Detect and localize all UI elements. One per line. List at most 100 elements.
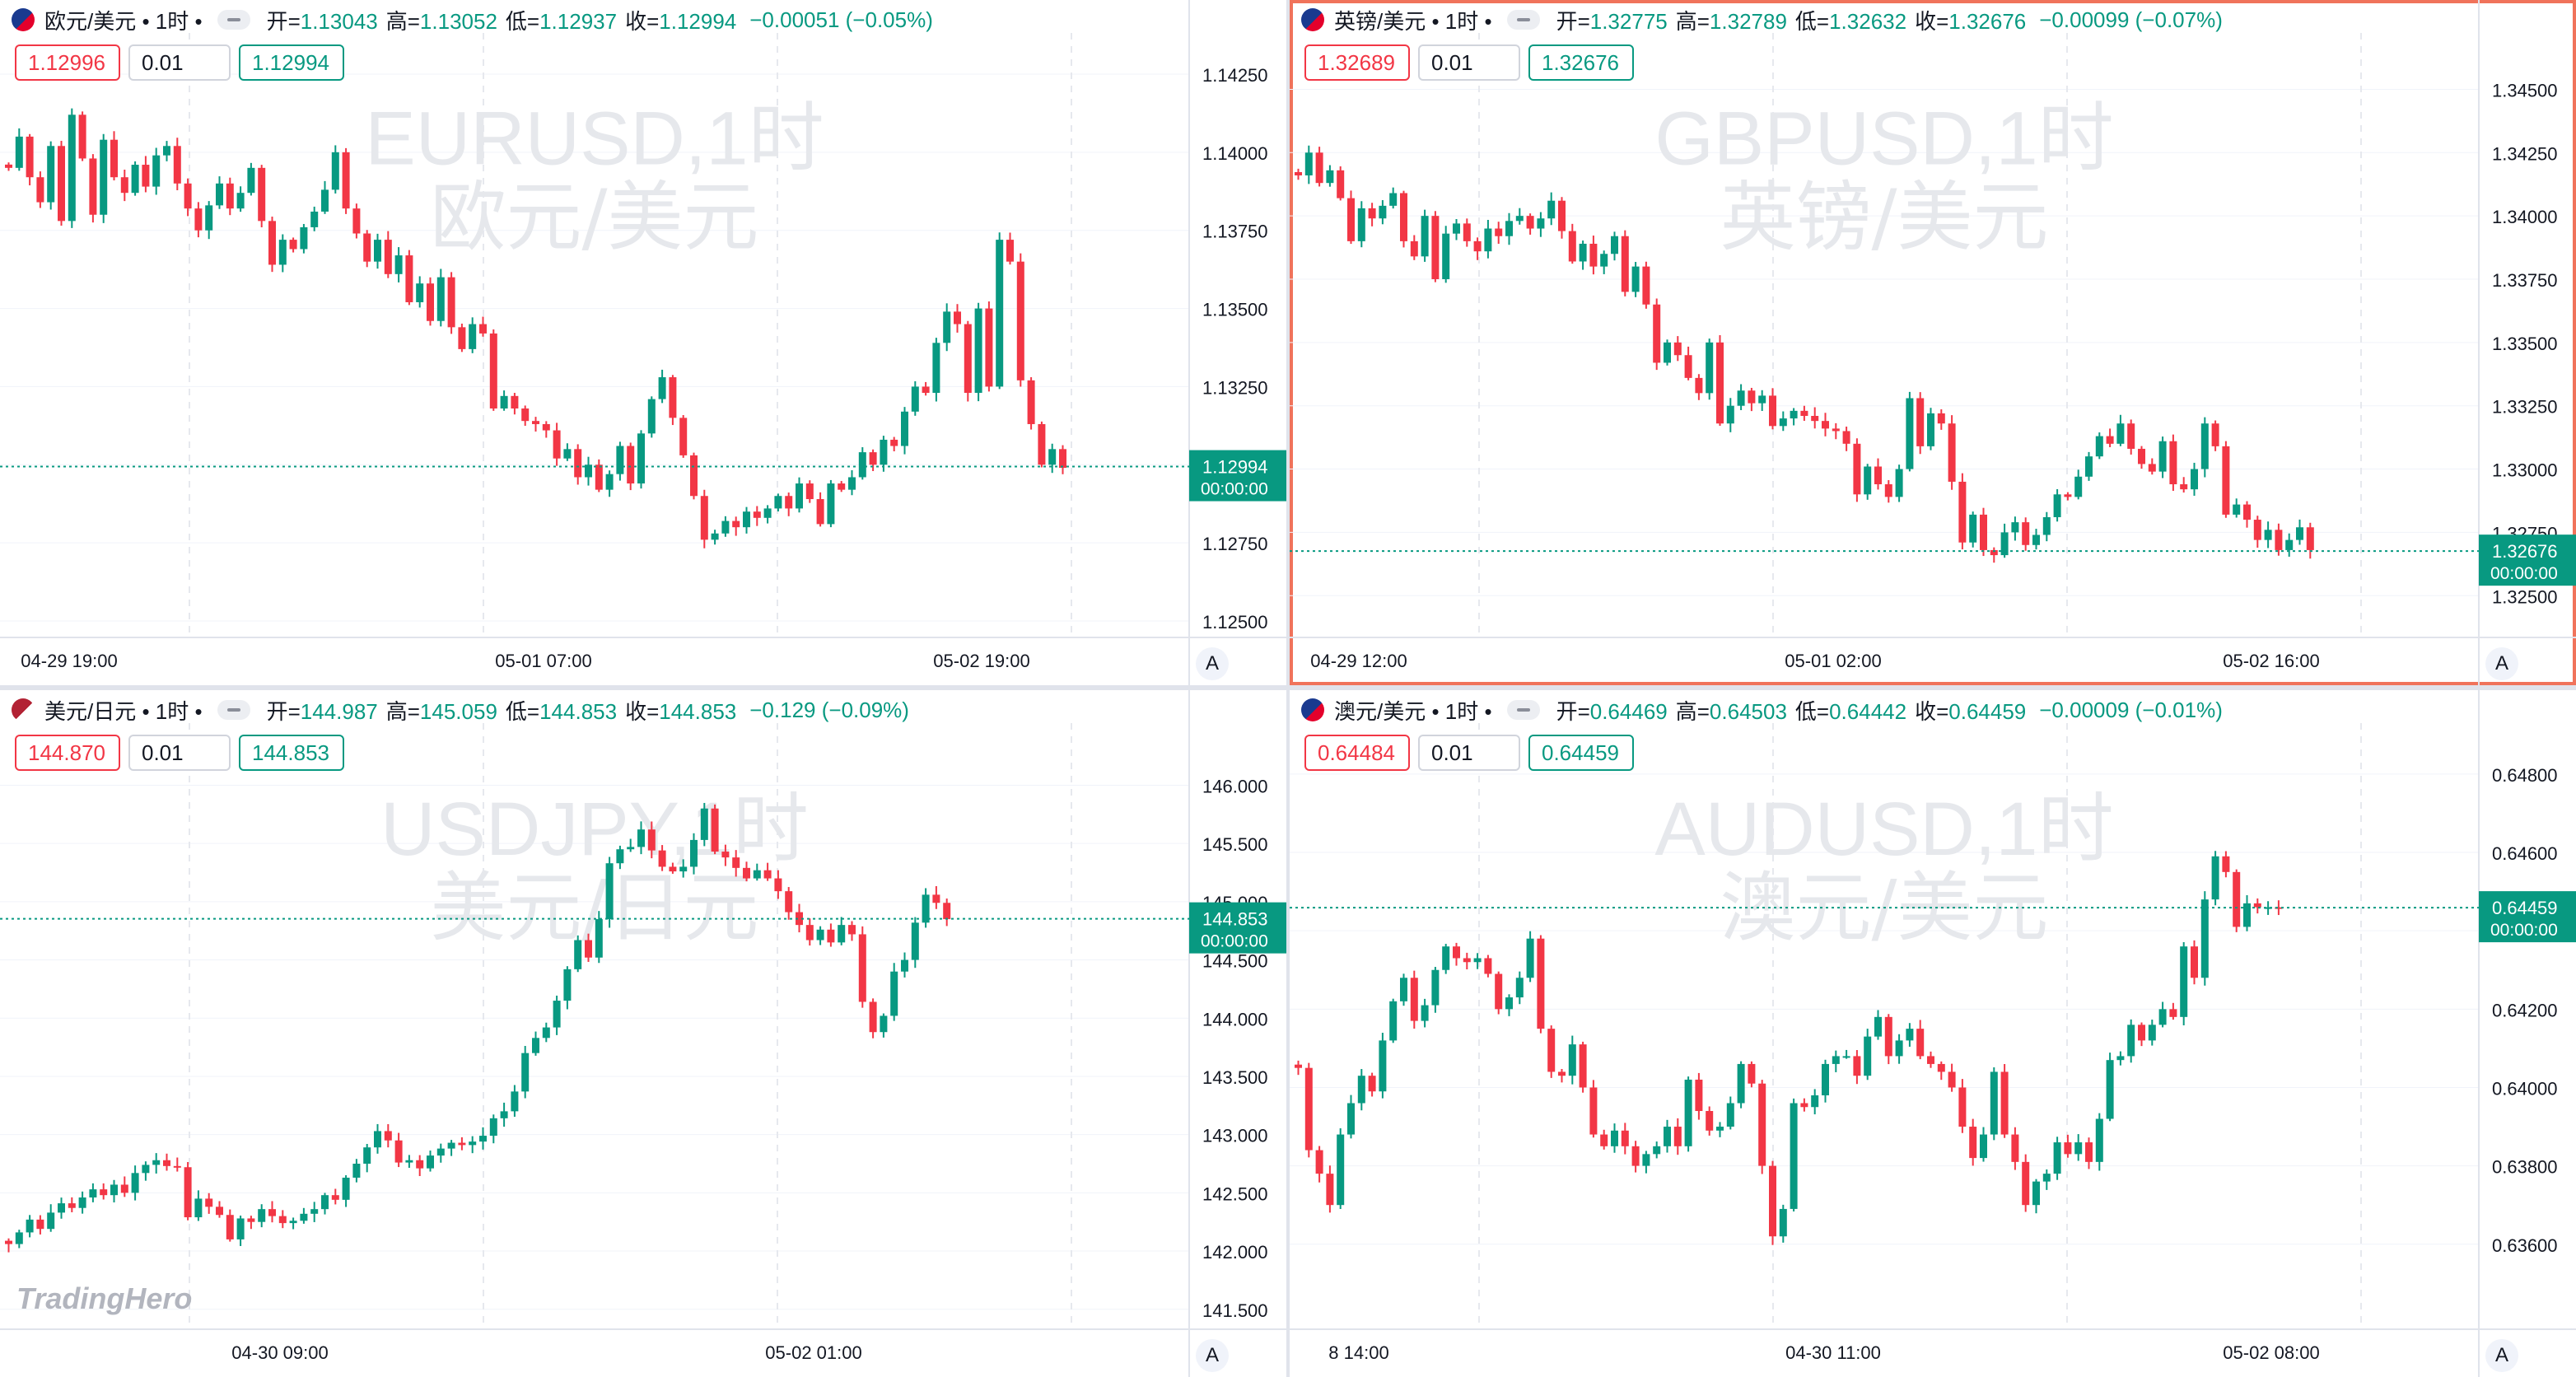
high-value: 高=1.13052 — [385, 8, 497, 34]
chart-panel-eurusd[interactable]: EURUSD,1时 欧元/美元 1.14250 1.14000 1.13750 1.135… — [0, 0, 1286, 685]
candle — [816, 926, 824, 945]
y-tick-label: 1.12500 — [1202, 612, 1268, 632]
symbol-label[interactable]: 澳元/美元 • 1时 • — [1334, 698, 1492, 724]
x-tick-label: 04-29 19:00 — [21, 651, 117, 671]
candle — [658, 369, 666, 404]
lot-size-input[interactable]: 0.01 — [1418, 735, 1520, 771]
candle — [5, 1238, 12, 1253]
candle — [1779, 1204, 1787, 1243]
candle — [236, 186, 245, 212]
candle — [911, 917, 919, 969]
candle — [1568, 223, 1576, 264]
candle — [1684, 346, 1692, 380]
auto-scale-button[interactable]: A — [2485, 647, 2518, 680]
auto-scale-button[interactable]: A — [2485, 1339, 2518, 1372]
watermark-name: 英镑/美元 — [1720, 173, 2049, 261]
candle — [1526, 931, 1534, 983]
candle — [542, 421, 550, 438]
chart-canvas[interactable]: AUDUSD,1时澳元/美元0.648000.646000.644000.642… — [1290, 690, 2576, 1377]
x-tick-label: 8 14:00 — [1328, 1342, 1388, 1363]
y-tick-label: 1.13250 — [1202, 377, 1268, 398]
chart-canvas[interactable]: USDJPY,1时美元/日元146.000145.500145.000144.5… — [0, 690, 1286, 1377]
open-value: 开=1.13043 — [266, 8, 378, 34]
candle — [880, 436, 888, 472]
candle — [2106, 1053, 2114, 1122]
candle — [1410, 235, 1418, 260]
chart-panel-gbpusd[interactable]: GBPUSD,1时 英镑/美元 1.34500 1.34250 1.34000 1.337… — [1290, 0, 2576, 685]
candle — [1537, 935, 1545, 1034]
y-tick-label: 141.500 — [1202, 1300, 1268, 1321]
candle — [796, 903, 803, 933]
candle — [858, 926, 866, 1008]
candle — [1495, 971, 1503, 1015]
auto-scale-button[interactable]: A — [1196, 647, 1229, 680]
candle — [1537, 212, 1545, 237]
candle — [1389, 187, 1398, 209]
chart-panel-audusd[interactable]: AUDUSD,1时澳元/美元0.648000.646000.644000.642… — [1290, 690, 2576, 1377]
candle — [436, 1143, 445, 1163]
sell-button[interactable]: 144.870 — [15, 735, 120, 771]
last-price-value: 0.64459 — [2492, 898, 2558, 918]
candle — [2169, 1002, 2177, 1020]
candle — [1621, 1123, 1629, 1155]
chart-panel-usdjpy[interactable]: USDJPY,1时美元/日元146.000145.500145.000144.5… — [0, 690, 1286, 1377]
sell-button[interactable]: 1.12996 — [15, 44, 120, 81]
candle — [985, 301, 993, 392]
candle — [68, 1197, 76, 1212]
candle — [1473, 953, 1482, 969]
collapse-legend-toggle[interactable] — [217, 700, 250, 720]
lot-size-input[interactable]: 0.01 — [128, 735, 231, 771]
horizontal-divider[interactable] — [0, 685, 2576, 690]
buy-button[interactable]: 144.853 — [239, 735, 344, 771]
buy-button[interactable]: 1.12994 — [239, 44, 344, 81]
candle — [458, 1137, 466, 1151]
lot-size-input[interactable]: 0.01 — [128, 44, 231, 81]
legend-header: 欧元/美元 • 1时 • 开=1.13043 高=1.13052 低=1.12937 收… — [12, 5, 933, 35]
buy-button[interactable]: 0.64459 — [1528, 735, 1634, 771]
countdown-value: 00:00:00 — [2490, 921, 2558, 940]
buy-button[interactable]: 1.32676 — [1528, 44, 1634, 81]
candle — [47, 141, 55, 210]
candle — [1695, 374, 1703, 400]
sell-button[interactable]: 1.32689 — [1304, 44, 1410, 81]
candle — [163, 1153, 170, 1171]
candle — [774, 493, 782, 512]
candle — [1389, 998, 1398, 1043]
symbol-label[interactable]: 英镑/美元 • 1时 • — [1334, 8, 1492, 34]
candle — [563, 443, 572, 461]
candle — [1357, 201, 1365, 248]
lot-size-input[interactable]: 0.01 — [1418, 44, 1520, 81]
candle — [1842, 1049, 1850, 1059]
candle — [2000, 523, 2009, 558]
collapse-legend-toggle[interactable] — [1506, 700, 1540, 720]
candle — [1906, 391, 1914, 472]
high-value: 高=1.32789 — [1675, 8, 1787, 34]
candle — [405, 250, 413, 306]
candle — [743, 506, 750, 534]
candle — [1822, 413, 1829, 436]
candle — [1779, 411, 1787, 432]
symbol-label[interactable]: 美元/日元 • 1时 • — [44, 698, 203, 724]
close-value: 收=144.853 — [625, 698, 737, 724]
candle — [321, 180, 329, 214]
collapse-legend-toggle[interactable] — [217, 10, 250, 30]
auto-scale-button[interactable]: A — [1196, 1339, 1229, 1372]
candle — [763, 862, 772, 881]
candle — [637, 821, 645, 855]
candle — [2180, 477, 2188, 493]
symbol-label[interactable]: 欧元/美元 • 1时 • — [44, 8, 203, 34]
candle — [1842, 426, 1850, 451]
candle — [1874, 1010, 1882, 1040]
candle — [1790, 1098, 1798, 1212]
candle — [1969, 511, 1977, 548]
candle — [226, 1209, 234, 1242]
candle — [2064, 1134, 2072, 1158]
candle — [2053, 488, 2061, 522]
y-tick-label: 1.14000 — [1202, 143, 1268, 164]
collapse-legend-toggle[interactable] — [1506, 10, 1540, 30]
sell-button[interactable]: 0.64484 — [1304, 735, 1410, 771]
candle — [436, 268, 445, 327]
candle — [1463, 218, 1471, 247]
